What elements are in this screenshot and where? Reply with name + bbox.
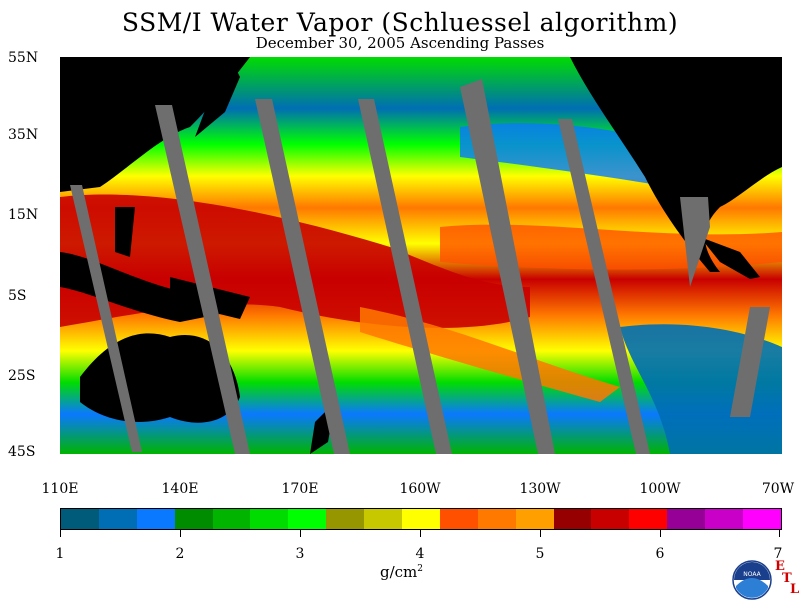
color-swatch <box>402 509 440 529</box>
noaa-logo: NOAA <box>732 560 772 600</box>
etl-letter-t: T <box>782 571 792 586</box>
lat-label-15n: 15N <box>8 207 39 223</box>
scale-tick-6: 6 <box>655 546 665 562</box>
color-swatch <box>743 509 781 529</box>
color-swatch <box>98 509 137 529</box>
units-exponent: 2 <box>417 564 424 574</box>
color-swatch <box>705 509 744 529</box>
orbit-gap-3 <box>255 99 350 454</box>
north-america-land <box>570 57 782 272</box>
scale-mark <box>420 529 421 537</box>
japan-land <box>195 67 240 137</box>
lon-label-70w: 70W <box>761 481 795 497</box>
color-swatch <box>326 509 365 529</box>
lon-label-170e: 170E <box>281 481 319 497</box>
orbit-gap-7 <box>680 197 710 287</box>
lat-label-35n: 35N <box>8 127 39 143</box>
data-gaps <box>70 79 770 454</box>
central-america-land <box>700 237 760 279</box>
scale-tick-2: 2 <box>175 546 185 562</box>
etl-letter-l: L <box>790 582 800 597</box>
lat-label-55n: 55N <box>8 50 39 66</box>
map-title: SSM/I Water Vapor (Schluessel algorithm) <box>121 8 679 37</box>
orbit-gap-2 <box>155 105 250 454</box>
color-swatch <box>629 509 668 529</box>
color-swatch <box>212 509 251 529</box>
scale-tick-5: 5 <box>535 546 545 562</box>
scale-tick-4: 4 <box>415 546 425 562</box>
orbit-gap-1 <box>70 185 142 452</box>
color-swatch <box>439 509 478 529</box>
color-swatch <box>515 509 554 529</box>
orbit-gap-4 <box>358 99 452 454</box>
map-subtitle: December 30, 2005 Ascending Passes <box>255 34 545 52</box>
orbit-gap-5 <box>460 79 555 454</box>
color-swatch <box>477 509 516 529</box>
scale-mark <box>660 529 661 537</box>
lat-label-25s: 25S <box>8 368 36 384</box>
color-swatch <box>136 509 175 529</box>
color-swatch <box>288 509 327 529</box>
scale-mark <box>300 529 301 537</box>
color-swatch <box>250 509 289 529</box>
color-swatch <box>174 509 213 529</box>
philippines-land <box>115 207 135 257</box>
scale-mark <box>779 529 780 537</box>
asia-land <box>60 57 250 192</box>
scale-mark <box>180 529 181 537</box>
scale-tick-7: 7 <box>773 546 783 562</box>
lon-label-110e: 110E <box>41 481 79 497</box>
lat-label-5s: 5S <box>8 288 27 304</box>
units-text: g/cm <box>380 563 418 581</box>
lat-label-45s: 45S <box>8 444 36 460</box>
lon-label-100w: 100W <box>639 481 681 497</box>
orbit-gap-6 <box>558 119 650 454</box>
scale-mark <box>540 529 541 537</box>
units-label: g/cm2 <box>380 563 423 581</box>
color-swatch <box>553 509 592 529</box>
color-swatch <box>591 509 630 529</box>
scale-tick-3: 3 <box>295 546 305 562</box>
lon-label-130w: 130W <box>519 481 561 497</box>
orbit-gap-8 <box>730 307 770 417</box>
lon-label-140e: 140E <box>161 481 199 497</box>
scale-mark <box>60 529 61 537</box>
scale-tick-1: 1 <box>55 546 65 562</box>
south-pacific-band <box>360 307 620 402</box>
color-scale-bar <box>60 508 782 530</box>
lon-label-160w: 160W <box>399 481 441 497</box>
color-swatch <box>364 509 403 529</box>
color-swatch <box>667 509 706 529</box>
noaa-logo-text: NOAA <box>743 571 761 578</box>
color-swatch <box>61 509 99 529</box>
water-vapor-map <box>60 57 782 454</box>
etl-letter-e: E <box>775 559 785 574</box>
